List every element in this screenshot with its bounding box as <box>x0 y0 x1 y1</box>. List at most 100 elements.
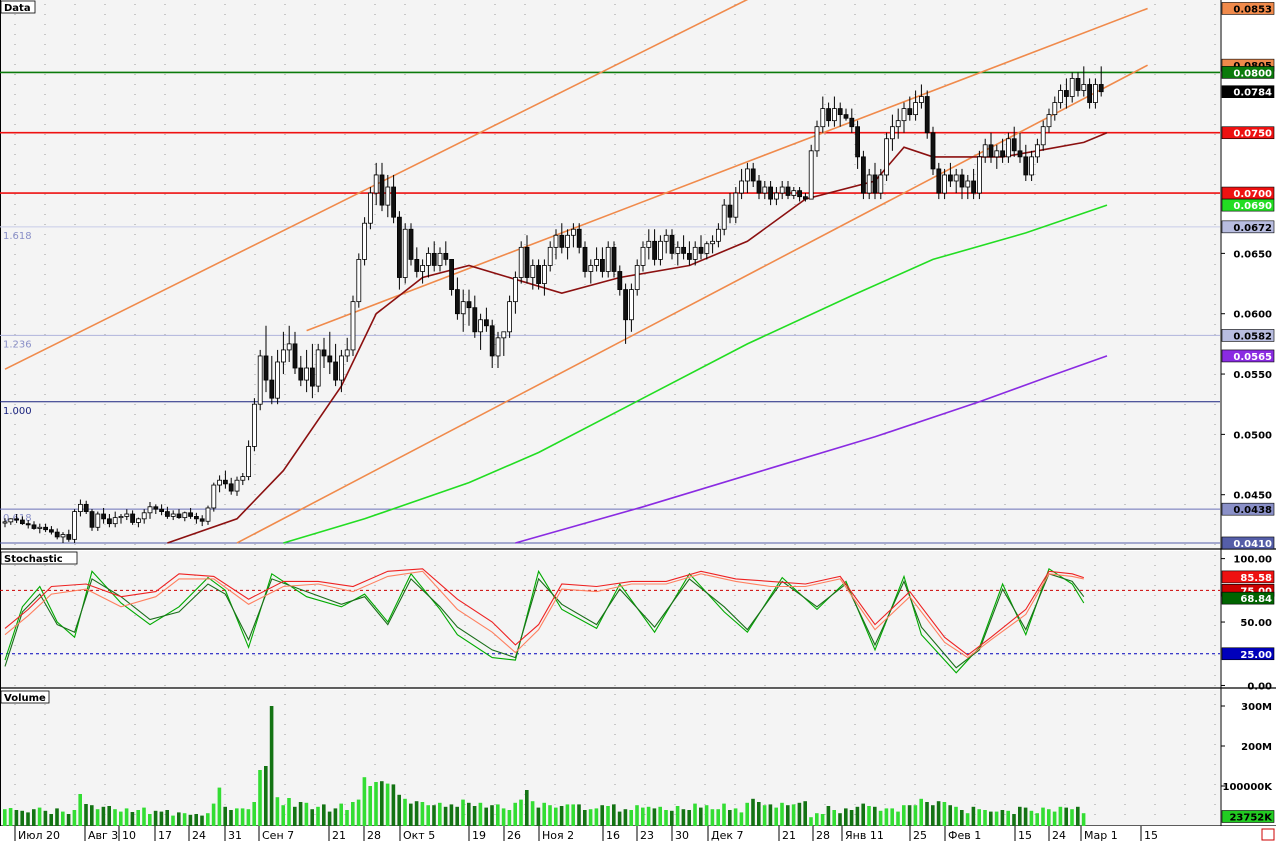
volume-bar <box>200 815 204 826</box>
candle <box>431 241 437 272</box>
candle <box>408 223 414 266</box>
volume-bar <box>803 801 807 826</box>
candle-body <box>454 289 460 315</box>
volume-bar <box>43 810 48 826</box>
x-tick-label: 15 <box>1018 829 1032 842</box>
candle <box>849 108 855 133</box>
volume-bar <box>896 811 900 826</box>
stochastic-flag-label: 75.00 <box>1240 586 1272 597</box>
candle <box>37 523 43 534</box>
candle <box>135 517 141 528</box>
volume-bar <box>165 810 169 826</box>
candle <box>251 398 257 452</box>
candle <box>692 241 698 266</box>
candle-body <box>542 265 547 284</box>
candle <box>774 187 779 206</box>
x-tick-label: Авг 3 <box>88 829 118 842</box>
volume-bar <box>374 782 378 826</box>
candle-body <box>1035 144 1040 158</box>
candle-body <box>721 204 727 230</box>
x-tick-label: 17 <box>158 829 172 842</box>
volume-bar <box>809 817 813 826</box>
volume-bar <box>61 811 65 826</box>
candle <box>449 259 455 296</box>
candle-body <box>565 234 570 248</box>
candle <box>49 526 54 535</box>
candle-body <box>640 246 646 266</box>
candle <box>43 523 48 533</box>
candle-body <box>2 521 8 524</box>
stochastic-flag <box>1221 570 1275 584</box>
stochastic-title: Stochastic <box>4 554 63 565</box>
candle-body <box>681 246 686 254</box>
candle-body <box>1081 84 1087 91</box>
candle <box>971 168 976 200</box>
candle-body <box>205 507 211 522</box>
candle-body <box>571 228 576 236</box>
candle <box>576 223 582 254</box>
volume-bar <box>95 809 100 826</box>
candle <box>107 514 112 528</box>
volume-bar <box>635 805 639 826</box>
price-tick-label: 0.0600 <box>1233 310 1272 321</box>
volume-bar <box>536 807 541 826</box>
volume-bar <box>664 810 668 826</box>
candle-body <box>669 234 675 254</box>
candle-body <box>25 523 31 526</box>
volume-bar <box>942 802 947 826</box>
candle-body <box>600 259 605 272</box>
volume-bar <box>617 811 622 826</box>
candle-body <box>159 508 165 512</box>
candle-body <box>19 519 25 525</box>
volume-bar <box>1006 810 1010 826</box>
volume-bar <box>287 798 291 826</box>
price-flag-label: 0.0784 <box>1233 88 1272 99</box>
volume-bar <box>107 806 111 826</box>
candle <box>924 90 930 139</box>
volume-bar <box>855 806 860 826</box>
volume-bar <box>780 802 784 826</box>
candle-body <box>501 331 507 339</box>
volume-bar <box>641 807 645 826</box>
candle-body <box>379 174 385 206</box>
candle-body <box>623 289 628 321</box>
candle <box>101 507 106 524</box>
volume-bar <box>762 805 767 826</box>
candle <box>362 217 368 266</box>
candle-body <box>1006 138 1011 158</box>
volume-bar <box>188 814 193 826</box>
volume-bar <box>310 809 314 826</box>
candle-body <box>930 132 936 170</box>
candle <box>391 174 397 224</box>
candle-body <box>965 180 971 188</box>
candle <box>1069 72 1075 103</box>
candle-body <box>808 150 814 200</box>
x-tick-label: Мар 1 <box>1084 829 1118 842</box>
volume-bar <box>90 805 94 826</box>
volume-bar <box>890 808 894 826</box>
volume-bar <box>223 806 227 826</box>
candle-body <box>692 246 698 260</box>
candle <box>275 349 281 405</box>
candle <box>675 241 681 266</box>
price-flag <box>1221 349 1275 363</box>
candle-body <box>321 349 327 357</box>
candle-body <box>350 301 356 351</box>
price-flag-label: 0.0410 <box>1233 539 1272 550</box>
x-tick-label: Фев 1 <box>948 829 981 842</box>
volume-bar <box>84 804 88 826</box>
candle <box>234 476 240 496</box>
stochastic-tick-label: 50.00 <box>1240 618 1272 629</box>
volume-bar <box>1018 806 1022 826</box>
candle-body <box>408 228 414 260</box>
x-tick-label: 10 <box>122 829 136 842</box>
candle <box>402 223 408 284</box>
candle-body <box>356 259 362 303</box>
candle <box>8 518 14 525</box>
candle <box>716 223 721 248</box>
candle <box>280 331 286 375</box>
volume-bar <box>432 805 436 826</box>
candle-body <box>107 518 112 525</box>
volume-bar <box>768 804 773 826</box>
candle <box>257 349 263 411</box>
